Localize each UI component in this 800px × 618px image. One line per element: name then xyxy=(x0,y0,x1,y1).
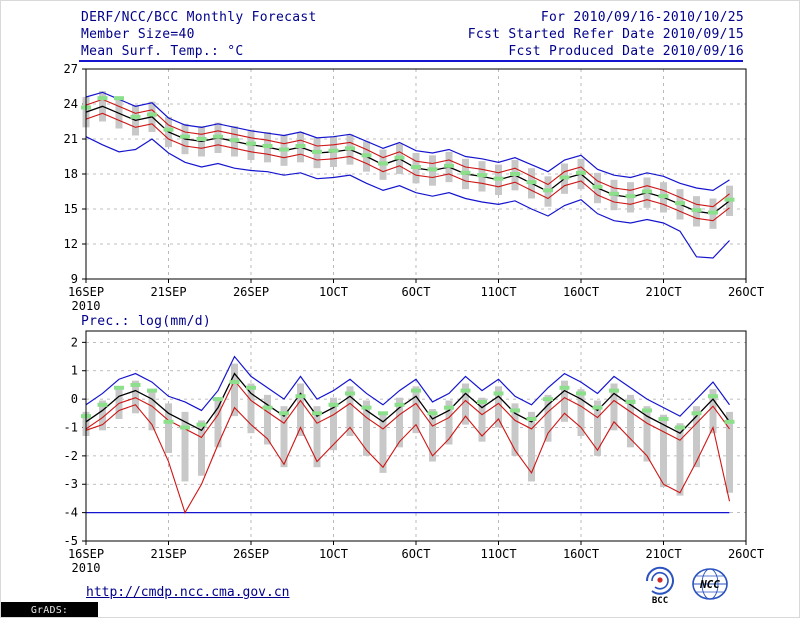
grads-credit-stamp: GrADS: COLA/IGES xyxy=(1,602,98,617)
svg-text:1OCT: 1OCT xyxy=(319,547,348,561)
header-divider-line xyxy=(79,60,743,62)
svg-text:21: 21 xyxy=(64,132,78,146)
svg-text:6OCT: 6OCT xyxy=(402,285,431,299)
svg-text:2010: 2010 xyxy=(72,561,101,575)
svg-text:16SEP: 16SEP xyxy=(68,285,104,299)
forecast-range: For 2010/09/16-2010/10/25 xyxy=(540,10,744,25)
temperature-chart-title: Mean Surf. Temp.: °C xyxy=(81,44,244,59)
svg-text:0: 0 xyxy=(71,392,78,406)
svg-text:26OCT: 26OCT xyxy=(728,547,764,561)
svg-text:2: 2 xyxy=(71,335,78,349)
svg-text:26SEP: 26SEP xyxy=(233,285,269,299)
ncc-logo-label: NCC xyxy=(699,578,720,591)
svg-text:2010: 2010 xyxy=(72,299,101,313)
svg-text:24: 24 xyxy=(64,97,78,111)
forecast-title: DERF/NCC/BCC Monthly Forecast xyxy=(81,10,317,25)
ncc-logo-globe-icon xyxy=(692,568,728,600)
svg-text:11OCT: 11OCT xyxy=(480,547,516,561)
ncc-logo: NCC xyxy=(692,568,728,600)
svg-text:16OCT: 16OCT xyxy=(563,285,599,299)
bcc-logo: BCC xyxy=(645,566,674,605)
header: DERF/NCC/BCC Monthly Forecast For 2010/0… xyxy=(1,9,799,60)
svg-text:-2: -2 xyxy=(64,449,78,463)
refer-date-label: Fcst Started Refer Date 2010/09/15 xyxy=(467,27,744,42)
svg-text:-4: -4 xyxy=(64,506,78,520)
svg-text:11OCT: 11OCT xyxy=(480,285,516,299)
svg-text:27: 27 xyxy=(64,62,78,76)
svg-text:16OCT: 16OCT xyxy=(563,547,599,561)
svg-text:12: 12 xyxy=(64,237,78,251)
svg-text:21SEP: 21SEP xyxy=(150,285,186,299)
svg-text:21OCT: 21OCT xyxy=(645,547,681,561)
source-url-link[interactable]: http://cmdp.ncc.cma.gov.cn xyxy=(86,585,290,600)
svg-text:1OCT: 1OCT xyxy=(319,285,348,299)
svg-text:15: 15 xyxy=(64,202,78,216)
bcc-logo-swirl-icon xyxy=(645,566,674,595)
svg-text:26OCT: 26OCT xyxy=(728,285,764,299)
svg-text:26SEP: 26SEP xyxy=(233,547,269,561)
member-size-label: Member Size=40 xyxy=(81,27,195,42)
svg-text:-5: -5 xyxy=(64,534,78,548)
svg-text:-3: -3 xyxy=(64,477,78,491)
precip-chart-title: Prec.: log(mm/d) xyxy=(81,314,212,329)
svg-text:-1: -1 xyxy=(64,420,78,434)
svg-text:9: 9 xyxy=(71,272,78,286)
produced-date-label: Fcst Produced Date 2010/09/16 xyxy=(508,44,744,59)
svg-text:1: 1 xyxy=(71,364,78,378)
svg-text:21OCT: 21OCT xyxy=(645,285,681,299)
svg-text:6OCT: 6OCT xyxy=(402,547,431,561)
bcc-logo-label: BCC xyxy=(652,596,668,605)
svg-text:16SEP: 16SEP xyxy=(68,547,104,561)
svg-text:21SEP: 21SEP xyxy=(150,547,186,561)
svg-text:18: 18 xyxy=(64,167,78,181)
